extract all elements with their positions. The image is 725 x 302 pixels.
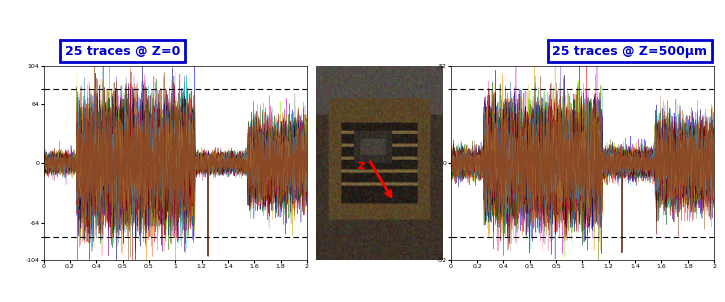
Text: z: z: [357, 159, 365, 172]
Text: 25 traces @ Z=0: 25 traces @ Z=0: [65, 45, 181, 58]
Text: 25 traces @ Z=500µm: 25 traces @ Z=500µm: [552, 45, 708, 58]
